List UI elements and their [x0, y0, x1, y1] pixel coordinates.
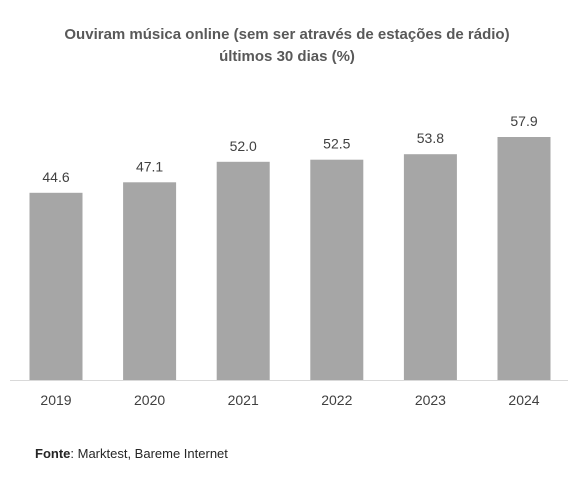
chart-title-line-1: Ouviram música online (sem ser através d…: [64, 26, 510, 43]
value-label-2024: 57.9: [510, 113, 537, 129]
bar-2021: [216, 161, 270, 380]
value-label-2022: 52.5: [323, 136, 350, 152]
bar-2023: [403, 154, 457, 380]
bar-2019: [29, 192, 83, 380]
x-tick-2020: 2020: [134, 392, 165, 408]
value-label-2021: 52.0: [230, 138, 257, 154]
bar-2022: [310, 159, 364, 380]
bar-2024: [497, 137, 551, 380]
chart-title: Ouviram música online (sem ser através d…: [0, 24, 574, 68]
x-tick-2019: 2019: [40, 392, 71, 408]
bar-2020: [123, 182, 177, 380]
chart-title-line-2: últimos 30 dias (%): [219, 48, 355, 65]
source-note: Fonte: Marktest, Bareme Internet: [35, 446, 228, 461]
value-labels-group: 44.6 47.1 52.0 52.5 53.8 57.9: [42, 113, 537, 185]
value-label-2019: 44.6: [42, 169, 69, 185]
x-tick-2022: 2022: [321, 392, 352, 408]
source-text: : Marktest, Bareme Internet: [70, 446, 228, 461]
value-label-2020: 47.1: [136, 158, 163, 174]
x-tick-labels-group: 2019 2020 2021 2022 2023 2024: [40, 392, 539, 408]
bars-group: [29, 137, 551, 380]
x-tick-2021: 2021: [228, 392, 259, 408]
x-tick-2023: 2023: [415, 392, 446, 408]
value-label-2023: 53.8: [417, 130, 444, 146]
x-tick-2024: 2024: [508, 392, 539, 408]
source-label: Fonte: [35, 446, 71, 461]
